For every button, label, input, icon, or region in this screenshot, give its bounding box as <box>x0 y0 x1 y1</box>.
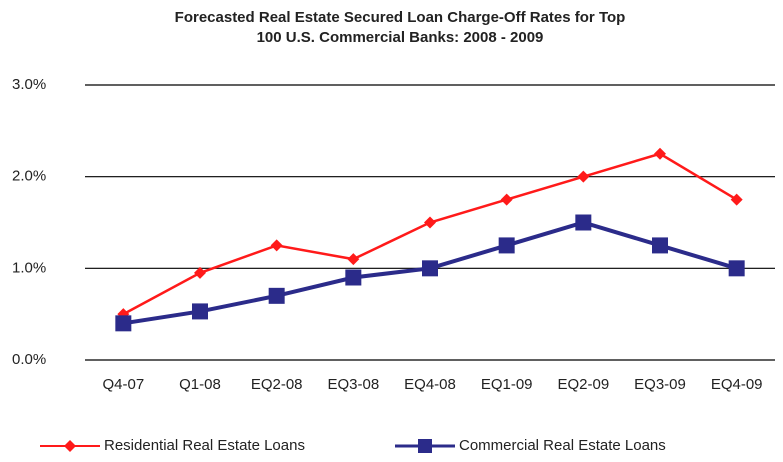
x-tick-label: EQ1-09 <box>481 376 533 393</box>
marker <box>270 239 283 252</box>
legend-marker <box>64 440 76 452</box>
marker <box>654 147 666 160</box>
marker <box>577 170 590 183</box>
line <box>122 152 738 316</box>
x-tick-label: EQ4-08 <box>404 376 456 393</box>
x-tick-label: EQ2-09 <box>557 376 609 393</box>
chart-title: Forecasted Real Estate Secured Loan Char… <box>175 9 626 26</box>
marker <box>728 260 745 277</box>
chart-title: 100 U.S. Commercial Banks: 2008 - 2009 <box>257 29 544 46</box>
y-tick-label: 2.0% <box>12 168 46 185</box>
marker <box>730 193 743 206</box>
x-tick-label: EQ3-08 <box>327 376 379 393</box>
legend-label: Commercial Real Estate Loans <box>459 437 666 454</box>
y-tick-label: 1.0% <box>12 259 46 276</box>
marker <box>268 287 285 304</box>
x-tick-label: Q4-07 <box>102 376 144 393</box>
y-tick-label: 0.0% <box>12 351 46 368</box>
marker <box>575 214 592 231</box>
legend-marker <box>418 439 432 453</box>
marker <box>424 216 436 229</box>
x-tick-label: EQ3-09 <box>634 376 686 393</box>
marker <box>345 269 362 286</box>
marker <box>422 260 438 277</box>
marker <box>194 266 206 279</box>
x-tick-label: EQ4-09 <box>711 376 763 393</box>
marker <box>652 237 668 254</box>
marker <box>347 253 360 266</box>
marker <box>498 237 515 254</box>
x-tick-label: Q1-08 <box>179 376 221 393</box>
marker <box>115 315 132 332</box>
marker <box>500 193 513 206</box>
y-tick-label: 3.0% <box>12 76 46 93</box>
x-tick-label: EQ2-08 <box>251 376 303 393</box>
marker <box>192 303 208 320</box>
legend-label: Residential Real Estate Loans <box>104 437 305 454</box>
